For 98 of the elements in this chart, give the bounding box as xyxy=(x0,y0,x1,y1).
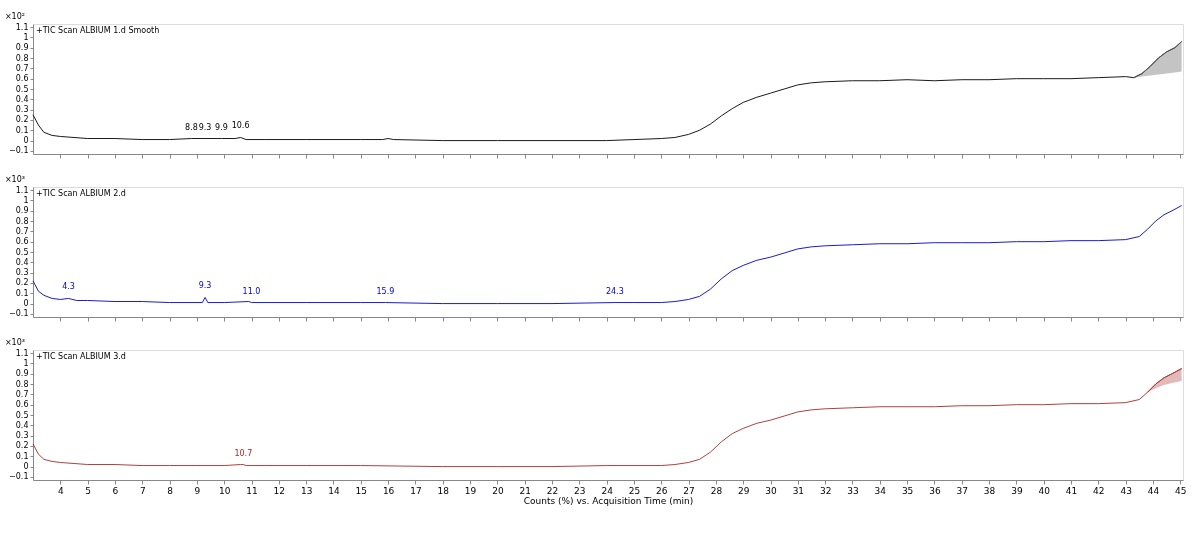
x-tick-label: 27 xyxy=(683,485,695,496)
chart-title: +TIC Scan ALBIUM 1.d Smooth xyxy=(36,26,160,35)
x-tick-label: 9 xyxy=(194,485,201,496)
x-tick-label: 17 xyxy=(410,485,422,496)
y-tick-label: 0.5 xyxy=(15,410,29,420)
annotation: 15.9 xyxy=(376,286,395,296)
x-tick-label: 15 xyxy=(355,485,368,496)
x-tick-label: 26 xyxy=(656,485,668,496)
x-tick-label: 8 xyxy=(167,485,174,496)
x-tick-label: 45 xyxy=(1175,485,1187,496)
x-tick-label: 41 xyxy=(1065,485,1078,496)
y-tick-label: 1 xyxy=(23,195,29,205)
x-tick-label: 34 xyxy=(874,485,887,496)
annotation: 4.3 xyxy=(62,282,75,292)
y-tick-label: 1 xyxy=(23,32,29,42)
x-tick-label: 37 xyxy=(956,485,968,496)
x-tick-label: 5 xyxy=(85,485,91,496)
y-tick-label: 0 xyxy=(23,299,29,309)
x-tick-label: 32 xyxy=(819,485,832,496)
x-tick-label: 23 xyxy=(574,485,586,496)
x-tick-label: 33 xyxy=(847,485,859,496)
x-tick-label: 29 xyxy=(737,485,750,496)
annotation: 24.3 xyxy=(605,286,624,296)
y-tick-label: 0.8 xyxy=(15,53,29,63)
x-tick-label: 38 xyxy=(983,485,996,496)
x-tick-label: 40 xyxy=(1038,485,1051,496)
y-tick-label: 0.3 xyxy=(15,105,29,115)
y-tick-label: 0.6 xyxy=(15,74,29,84)
annotation: 9.9 xyxy=(215,122,228,132)
x-axis-title: Counts (%) vs. Acquisition Time (min) xyxy=(523,495,694,506)
annotation: 9.3 xyxy=(198,281,212,291)
y-tick-label: 0.9 xyxy=(15,206,29,216)
y-tick-label: 0.8 xyxy=(15,216,29,226)
y-tick-label: 0.4 xyxy=(15,420,29,430)
chart-title: +TIC Scan ALBIUM 2.d xyxy=(36,189,126,198)
y-tick-label: 0.3 xyxy=(15,268,29,278)
y-tick-label: 0.8 xyxy=(15,379,29,389)
x-tick-label: 31 xyxy=(792,485,805,496)
y-tick-label: −0.1 xyxy=(9,309,29,319)
y-tick-label: 0.1 xyxy=(15,288,29,298)
y-tick-label: −0.1 xyxy=(9,472,29,482)
x-tick-label: 21 xyxy=(519,485,531,496)
x-tick-label: 42 xyxy=(1093,485,1105,496)
x-tick-label: 25 xyxy=(628,485,641,496)
y-tick-label: 1.1 xyxy=(15,22,29,32)
y-tick-label: 0.2 xyxy=(15,441,29,451)
x-tick-label: 7 xyxy=(139,485,146,496)
annotation: 10.6 xyxy=(231,121,250,131)
x-tick-label: 12 xyxy=(273,485,286,496)
y-tick-label: 0.5 xyxy=(15,247,29,257)
x-tick-label: 14 xyxy=(328,485,340,496)
y-tick-label: 1 xyxy=(23,358,29,368)
y-tick-label: −0.1 xyxy=(9,146,29,156)
x-tick-label: 10 xyxy=(218,485,231,496)
y-tick-label: 1.1 xyxy=(15,348,29,358)
annotation: 9.3 xyxy=(198,122,212,132)
y-tick-label: 0 xyxy=(23,462,29,472)
y-axis-title: ×10³ xyxy=(4,338,25,347)
y-tick-label: 0.7 xyxy=(15,226,29,236)
x-tick-label: 6 xyxy=(112,485,119,496)
y-tick-label: 0.5 xyxy=(15,84,29,94)
y-tick-label: 0.6 xyxy=(15,237,29,247)
y-axis-title: ×10³ xyxy=(4,175,25,184)
x-tick-label: 43 xyxy=(1120,485,1132,496)
y-tick-label: 0.4 xyxy=(15,94,29,104)
y-tick-label: 0.7 xyxy=(15,63,29,73)
y-tick-label: 0.1 xyxy=(15,125,29,135)
x-tick-label: 19 xyxy=(464,485,477,496)
annotation: 11.0 xyxy=(242,286,261,296)
x-tick-label: 36 xyxy=(929,485,941,496)
x-tick-label: 16 xyxy=(382,485,395,496)
x-tick-label: 11 xyxy=(246,485,258,496)
y-axis-title: ×10² xyxy=(4,12,25,21)
y-tick-label: 0.9 xyxy=(15,43,29,53)
y-tick-label: 0.2 xyxy=(15,278,29,288)
annotation: 8.8 xyxy=(185,122,198,132)
y-tick-label: 0.7 xyxy=(15,389,29,399)
x-tick-label: 28 xyxy=(710,485,723,496)
x-tick-label: 39 xyxy=(1011,485,1023,496)
y-tick-label: 0 xyxy=(23,136,29,146)
chart-title: +TIC Scan ALBIUM 3.d xyxy=(36,352,126,361)
y-tick-label: 0.1 xyxy=(15,451,29,461)
x-tick-label: 30 xyxy=(765,485,778,496)
x-tick-label: 35 xyxy=(901,485,914,496)
y-tick-label: 1.1 xyxy=(15,185,29,195)
x-tick-label: 22 xyxy=(546,485,559,496)
y-tick-label: 0.6 xyxy=(15,400,29,410)
x-tick-label: 24 xyxy=(601,485,614,496)
x-tick-label: 20 xyxy=(492,485,504,496)
y-tick-label: 0.2 xyxy=(15,115,29,125)
x-tick-label: 13 xyxy=(300,485,313,496)
y-tick-label: 0.4 xyxy=(15,257,29,267)
x-tick-label: 44 xyxy=(1147,485,1160,496)
annotation: 10.7 xyxy=(234,448,253,458)
x-tick-label: 4 xyxy=(57,485,64,496)
x-tick-label: 18 xyxy=(437,485,450,496)
y-tick-label: 0.9 xyxy=(15,369,29,379)
y-tick-label: 0.3 xyxy=(15,431,29,441)
